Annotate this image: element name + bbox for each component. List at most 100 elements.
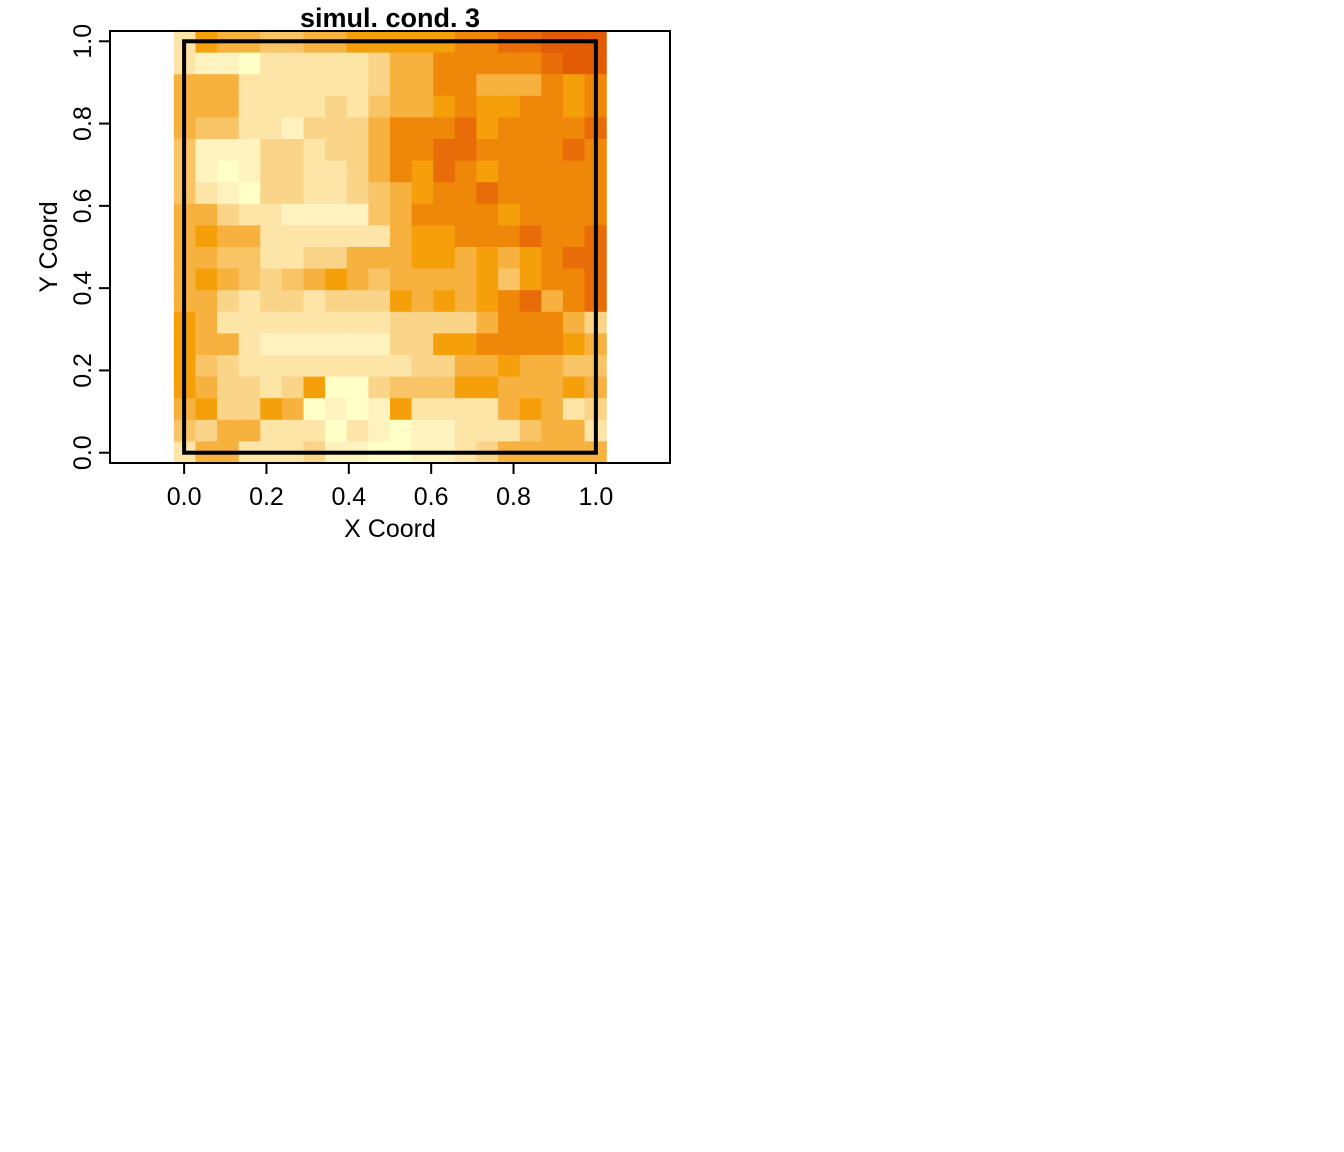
- heatmap-cell: [411, 95, 434, 118]
- heatmap-cell: [368, 203, 391, 226]
- heatmap-cell: [368, 74, 391, 97]
- heatmap-cell: [411, 139, 434, 162]
- heatmap-cell: [281, 117, 305, 140]
- heatmap-cell: [433, 247, 456, 270]
- heatmap-cell: [260, 117, 283, 140]
- heatmap-cell: [390, 139, 413, 162]
- heatmap-cell: [195, 182, 218, 205]
- x-tick-label: 1.0: [578, 483, 613, 511]
- heatmap-cell: [541, 355, 564, 378]
- heatmap-cell: [281, 139, 305, 162]
- heatmap-cell: [411, 160, 434, 183]
- heatmap-cell: [411, 52, 434, 75]
- heatmap-cell: [562, 268, 586, 291]
- heatmap-cell: [411, 117, 434, 140]
- heatmap-cell: [519, 333, 542, 356]
- heatmap-cell: [217, 225, 240, 248]
- heatmap-cell: [476, 268, 499, 291]
- heatmap-cell: [476, 355, 499, 378]
- heatmap-cell: [562, 203, 586, 226]
- heatmap-cell: [303, 52, 326, 75]
- heatmap-cell: [433, 139, 456, 162]
- heatmap-cell: [325, 203, 348, 226]
- heatmap-cell: [325, 139, 348, 162]
- y-tick-label: 0.8: [69, 106, 97, 141]
- heatmap-cell: [541, 268, 564, 291]
- heatmap-cell: [498, 333, 521, 356]
- heatmap-cell: [217, 203, 240, 226]
- heatmap-cell: [195, 268, 218, 291]
- heatmap-cell: [325, 398, 348, 421]
- heatmap-cell: [195, 95, 218, 118]
- heatmap-cell: [368, 333, 391, 356]
- heatmap-cell: [238, 376, 261, 399]
- heatmap-cell: [281, 333, 305, 356]
- heatmap-cell: [433, 74, 456, 97]
- heatmap-cell: [390, 355, 413, 378]
- heatmap-cell: [498, 355, 521, 378]
- heatmap-cell: [390, 52, 413, 75]
- heatmap-cell: [217, 74, 240, 97]
- heatmap-cell: [281, 182, 305, 205]
- x-tick-label: 0.6: [414, 483, 449, 511]
- heatmap-cell: [368, 419, 391, 442]
- heatmap-cell: [562, 160, 586, 183]
- heatmap-cell: [346, 182, 369, 205]
- heatmap-cell: [368, 376, 391, 399]
- heatmap-cell: [260, 95, 283, 118]
- heatmap-cell: [281, 225, 305, 248]
- heatmap-cell: [562, 52, 586, 75]
- heatmap-cell: [498, 203, 521, 226]
- heatmap-cell: [217, 117, 240, 140]
- heatmap-cell: [195, 247, 218, 270]
- heatmap-cell: [498, 182, 521, 205]
- heatmap-cell: [281, 376, 305, 399]
- heatmap-cell: [325, 355, 348, 378]
- heatmap-cell: [498, 247, 521, 270]
- heatmap-cell: [498, 225, 521, 248]
- heatmap-cell: [454, 74, 478, 97]
- heatmap-cell: [498, 95, 521, 118]
- heatmap-cell: [454, 398, 478, 421]
- heatmap-cell: [433, 52, 456, 75]
- heatmap-cell: [476, 160, 499, 183]
- heatmap-cell: [476, 139, 499, 162]
- heatmap-cell: [454, 376, 478, 399]
- heatmap-cell: [411, 225, 434, 248]
- heatmap-cell: [346, 225, 369, 248]
- y-axis-label: Y Coord: [35, 201, 63, 292]
- heatmap-cell: [303, 139, 326, 162]
- heatmap-cell: [303, 268, 326, 291]
- heatmap-cell: [260, 74, 283, 97]
- heatmap-cell: [346, 398, 369, 421]
- heatmap-chart: 0.0 0.2 0.4 0.6 0.8 1.0 0.0 0.2 0.4 0.6 0.8 1.0 si…: [35, 3, 671, 543]
- heatmap-cell: [498, 290, 521, 313]
- heatmap-cell: [260, 247, 283, 270]
- heatmap-cell: [238, 160, 261, 183]
- heatmap-cell: [519, 74, 542, 97]
- heatmap-cell: [433, 160, 456, 183]
- heatmap-cell: [260, 355, 283, 378]
- heatmap-cell: [217, 268, 240, 291]
- heatmap-cell: [303, 333, 326, 356]
- heatmap-cell: [346, 311, 369, 334]
- heatmap-cell: [476, 333, 499, 356]
- heatmap-cell: [325, 182, 348, 205]
- heatmap-cell: [346, 355, 369, 378]
- heatmap-cell: [454, 290, 478, 313]
- heatmap-cell: [476, 376, 499, 399]
- heatmap-cell: [368, 247, 391, 270]
- heatmap-cell: [411, 355, 434, 378]
- heatmap-cell: [390, 117, 413, 140]
- heatmap-cells: [173, 31, 607, 464]
- heatmap-cell: [281, 355, 305, 378]
- heatmap-cell: [281, 95, 305, 118]
- heatmap-cell: [260, 333, 283, 356]
- heatmap-cell: [303, 95, 326, 118]
- heatmap-cell: [217, 290, 240, 313]
- y-tick-label: 0.4: [69, 271, 97, 306]
- heatmap-cell: [390, 160, 413, 183]
- heatmap-cell: [498, 268, 521, 291]
- heatmap-cell: [281, 160, 305, 183]
- domain-boundary-box: [182, 39, 598, 455]
